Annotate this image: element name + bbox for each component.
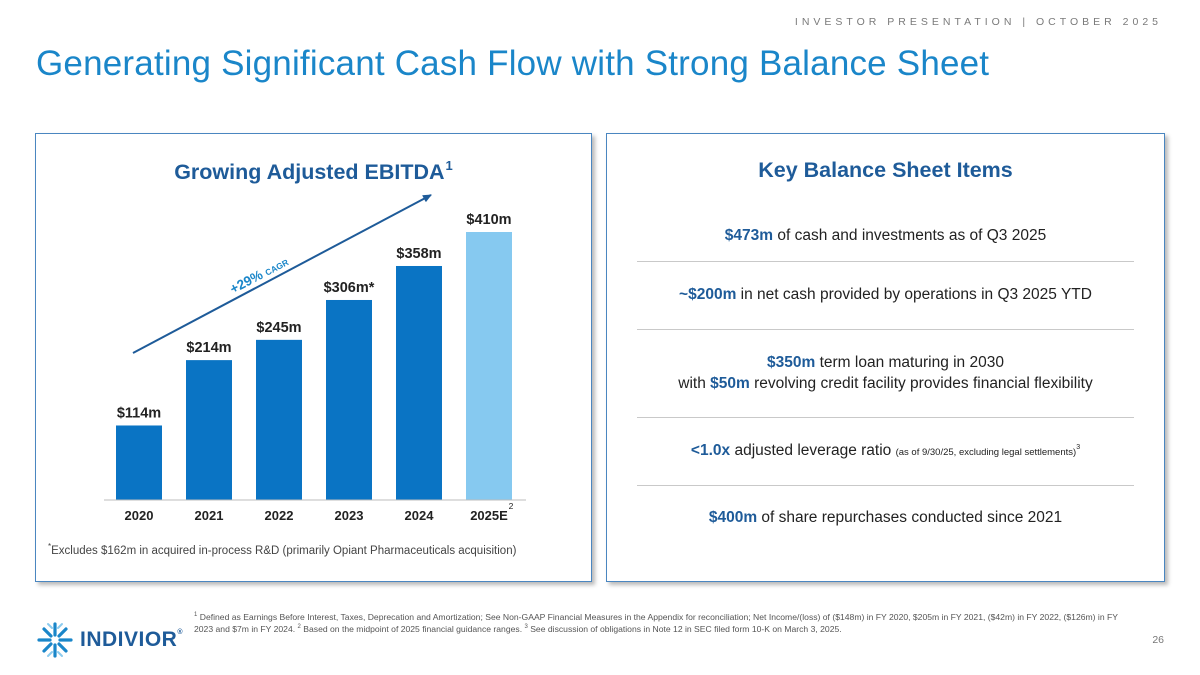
term-loan-value: $350m bbox=[767, 354, 816, 372]
bar-2023 bbox=[326, 299, 372, 500]
footnote-1-ref: 1 bbox=[194, 612, 198, 619]
balance-sheet-title: Key Balance Sheet Items bbox=[758, 158, 1013, 182]
list-item-leverage: <1.0x adjusted leverage ratio (as of 9/3… bbox=[637, 418, 1134, 486]
page-number: 26 bbox=[1152, 634, 1164, 646]
leverage-note: (as of 9/30/25, excluding legal settleme… bbox=[895, 447, 1077, 459]
data-label-2025E: $410m bbox=[466, 212, 511, 228]
tick-label-2020: 2020 bbox=[125, 508, 154, 523]
indivior-logo-icon bbox=[37, 622, 73, 658]
tick-label-2022: 2022 bbox=[265, 508, 294, 523]
list-item-operating-cash: ~$200m in net cash provided by operation… bbox=[637, 262, 1134, 330]
balance-sheet-list: $473m of cash and investments as of Q3 2… bbox=[637, 212, 1134, 550]
logo-registered-mark: ® bbox=[177, 629, 184, 636]
data-label-2022: $245m bbox=[256, 320, 301, 336]
footnote-3-ref: 3 bbox=[524, 624, 528, 631]
bar-2025E bbox=[466, 232, 512, 500]
footnote-1: Defined as Earnings Before Interest, Tax… bbox=[194, 612, 1118, 635]
repurchases-text: of share repurchases conducted since 202… bbox=[757, 508, 1063, 526]
chart-title-text: Growing Adjusted EBITDA bbox=[174, 160, 445, 184]
chart-footnote-text: Excludes $162m in acquired in-process R&… bbox=[51, 545, 517, 557]
revolver-text: revolving credit facility provides finan… bbox=[749, 374, 1093, 392]
tick-label-2025E: 2025E bbox=[470, 508, 508, 523]
bar-2021 bbox=[186, 360, 232, 500]
company-logo: INDIVIOR® bbox=[36, 621, 183, 659]
leverage-text: adjusted leverage ratio bbox=[730, 442, 896, 460]
chart-footnote: *Excludes $162m in acquired in-process R… bbox=[48, 542, 516, 557]
leverage-value: <1.0x bbox=[690, 442, 731, 460]
footnote-2: Based on the midpoint of 2025 financial … bbox=[300, 624, 525, 635]
data-label-2024: $358m bbox=[396, 246, 441, 262]
list-item-cash: $473m of cash and investments as of Q3 2… bbox=[637, 212, 1134, 262]
chart-title: Growing Adjusted EBITDA1 bbox=[36, 158, 591, 185]
cash-value: $473m bbox=[724, 227, 774, 245]
cagr-arrow bbox=[132, 194, 432, 354]
chart-title-footnote-ref: 1 bbox=[445, 158, 453, 173]
tick-label-2023: 2023 bbox=[335, 508, 364, 523]
bar-2024 bbox=[396, 265, 442, 500]
data-label-2021: $214m bbox=[186, 340, 231, 356]
footnote-3: See discussion of obligations in Note 12… bbox=[527, 624, 842, 635]
logo-name: INDIVIOR bbox=[80, 628, 178, 651]
bars-layer: $114m 2020 $214m 2021 $245m 2022 $306m* 2023 $35… bbox=[116, 212, 514, 523]
data-label-2020: $114m bbox=[117, 405, 161, 421]
footnotes: 1 Defined as Earnings Before Interest, T… bbox=[194, 611, 1129, 636]
leverage-footnote-ref: 3 bbox=[1076, 444, 1081, 452]
repurchases-value: $400m bbox=[708, 508, 758, 526]
term-loan-text: term loan maturing in 2030 bbox=[815, 354, 1004, 372]
tick-label-2021: 2021 bbox=[195, 508, 224, 523]
revolver-value: $50m bbox=[710, 374, 750, 392]
operating-cash-text: in net cash provided by operations in Q3… bbox=[736, 286, 1092, 304]
tick-footnote-ref: 2 bbox=[509, 501, 514, 511]
revolver-prefix: with bbox=[678, 374, 711, 392]
ebitda-chart-panel: Growing Adjusted EBITDA1 $114m 2020 $214m 2… bbox=[35, 133, 592, 582]
list-item-repurchases: $400m of share repurchases conducted sin… bbox=[637, 486, 1134, 550]
logo-wordmark: INDIVIOR® bbox=[80, 628, 183, 652]
footnote-2-ref: 2 bbox=[297, 624, 301, 631]
ebitda-bar-chart: $114m 2020 $214m 2021 $245m 2022 $306m* 2023 $35… bbox=[104, 194, 526, 523]
tick-label-2024: 2024 bbox=[405, 508, 435, 523]
operating-cash-value: ~$200m bbox=[679, 286, 737, 304]
presentation-tag: INVESTOR PRESENTATION | OCTOBER 2025 bbox=[794, 16, 1162, 28]
cash-text: of cash and investments as of Q3 2025 bbox=[773, 227, 1047, 245]
cagr-suffix: CAGR bbox=[263, 257, 290, 278]
balance-sheet-panel: Key Balance Sheet Items $473m of cash an… bbox=[606, 133, 1165, 582]
list-item-term-loan: $350m term loan maturing in 2030 with $5… bbox=[637, 330, 1134, 418]
footnote-star: * bbox=[48, 542, 52, 551]
bar-2020 bbox=[116, 425, 162, 500]
page-title: Generating Significant Cash Flow with St… bbox=[36, 44, 990, 83]
data-label-2023: $306m* bbox=[324, 280, 375, 296]
bar-2022 bbox=[256, 339, 302, 500]
